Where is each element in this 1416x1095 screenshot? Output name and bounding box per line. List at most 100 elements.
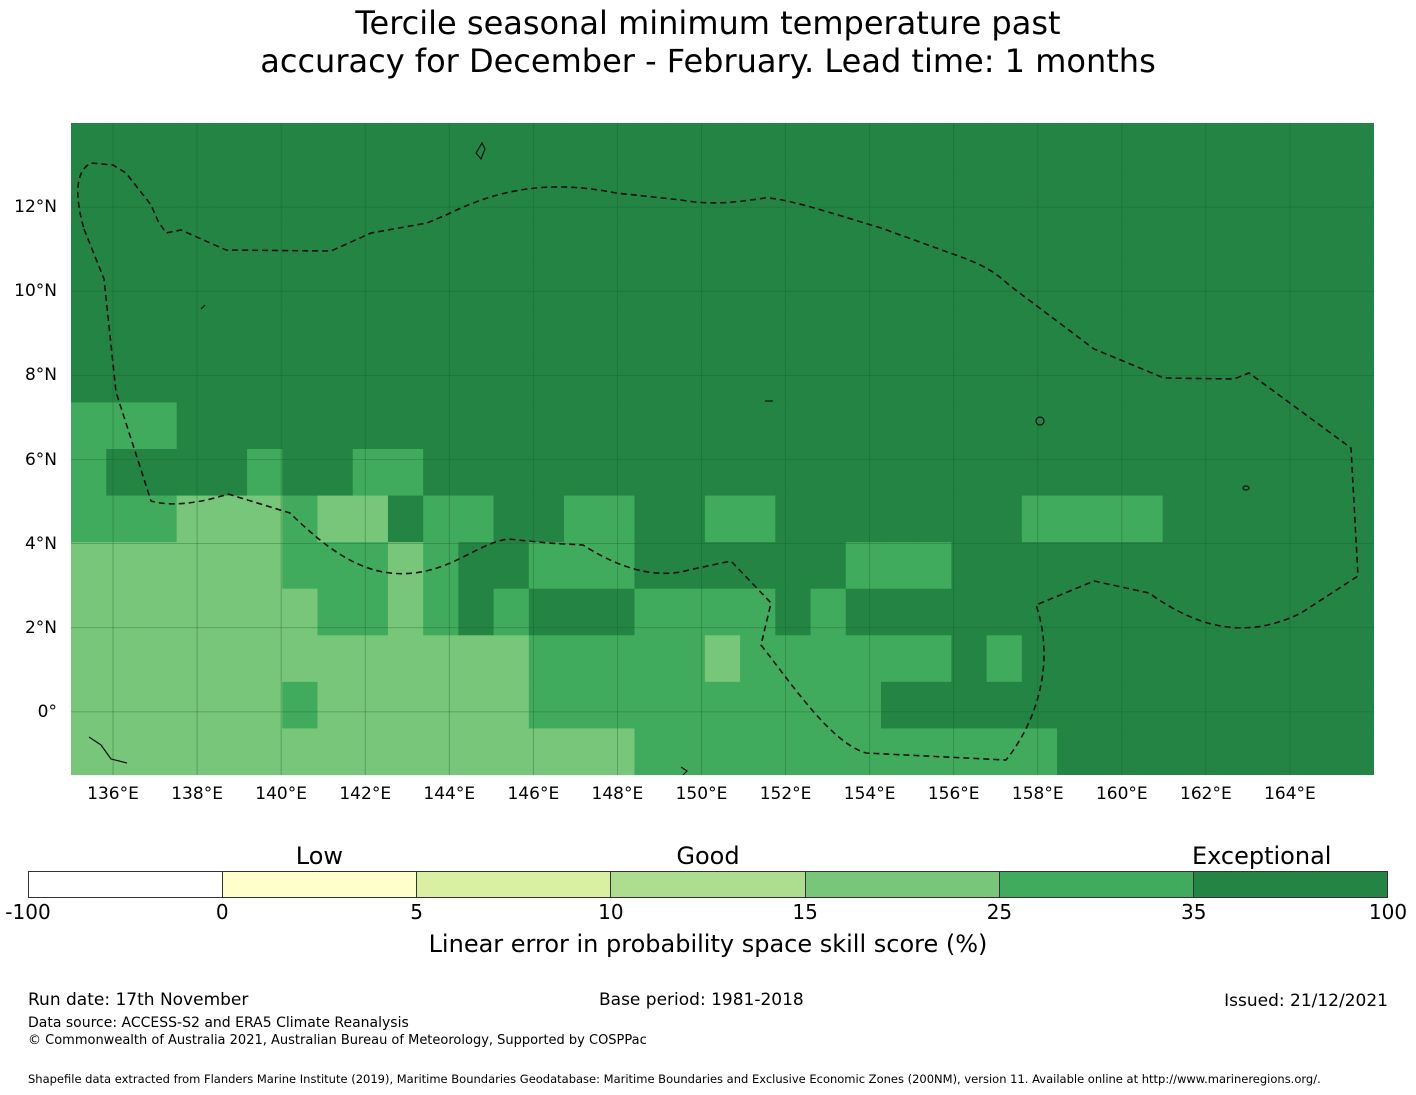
grid-cell [704, 449, 741, 497]
longitude-tick-label: 136°E [87, 784, 139, 804]
grid-cell [282, 728, 319, 775]
grid-cell [1268, 169, 1305, 217]
grid-cell [1127, 635, 1164, 683]
grid-cell [1268, 495, 1305, 543]
grid-cell [458, 355, 495, 404]
grid-cell [1092, 588, 1129, 636]
grid-cell [282, 449, 319, 497]
grid-cell [1303, 123, 1340, 171]
grid-cell [810, 495, 847, 543]
grid-cell [1338, 262, 1374, 310]
grid-cell [352, 169, 389, 217]
grid-cell [387, 728, 424, 775]
grid-cell [986, 309, 1023, 357]
grid-cell [352, 216, 389, 264]
longitude-tick-label: 158°E [1011, 784, 1064, 804]
grid-cell [564, 681, 600, 730]
grid-cell [1303, 216, 1340, 264]
grid-cell [247, 309, 283, 357]
grid-cell [1233, 309, 1269, 357]
grid-cell [176, 728, 213, 775]
longitude-tick-label: 162°E [1180, 784, 1232, 804]
grid-cell [1092, 495, 1129, 543]
latitude-tick-label: 8°N [24, 365, 57, 386]
grid-cell [845, 635, 882, 683]
grid-cell [704, 216, 741, 264]
colorbar [28, 871, 1388, 898]
grid-cell [493, 355, 530, 404]
grid-cell [1268, 449, 1305, 497]
grid-cell [247, 449, 283, 497]
grid-cell [634, 728, 671, 775]
grid-cell [845, 588, 882, 636]
grid-cell [986, 588, 1023, 636]
grid-cell [1127, 402, 1164, 450]
grid-cell [1092, 449, 1129, 497]
grid-cell [916, 402, 953, 450]
grid-cell [387, 169, 424, 217]
grid-cell [71, 542, 107, 590]
grid-cell [740, 635, 776, 683]
grid-cell [1233, 262, 1269, 310]
grid-cell [176, 262, 213, 310]
grid-cell [71, 728, 107, 775]
grid-cell [1268, 588, 1305, 636]
grid-cell [493, 216, 530, 264]
grid-cell [810, 681, 847, 730]
grid-cell [1127, 681, 1164, 730]
grid-cell [528, 449, 565, 497]
grid-cell [387, 542, 424, 590]
grid-cell [423, 588, 459, 636]
grid-cell [880, 449, 917, 497]
run-date: Run date: 17th November [28, 990, 249, 1010]
grid-cell [423, 309, 459, 357]
grid-cell [1127, 123, 1164, 171]
colorbar-segment [805, 872, 1000, 897]
grid-cell [1092, 123, 1129, 171]
colorbar-segment [999, 872, 1194, 897]
grid-cell [458, 449, 495, 497]
grid-cell [775, 402, 812, 450]
grid-cell [880, 402, 917, 450]
grid-cell [211, 588, 248, 636]
grid-cell [599, 355, 636, 404]
grid-cell [106, 681, 143, 730]
longitude-tick-label: 160°E [1095, 784, 1148, 804]
island-chuuk [1035, 416, 1045, 426]
grid-cell [176, 216, 213, 264]
grid-cell [1338, 728, 1374, 775]
grid-cell [1338, 309, 1374, 357]
grid-cell [1268, 123, 1305, 171]
grid-cell [423, 449, 459, 497]
grid-cell [986, 169, 1023, 217]
grid-cell [1127, 216, 1164, 264]
grid-cell [317, 402, 354, 450]
colorbar-tick-label: 100 [1368, 900, 1408, 924]
grid-cell [599, 169, 636, 217]
grid-cell [458, 262, 495, 310]
grid-cell [141, 123, 178, 171]
grid-cell [1268, 216, 1305, 264]
grid-cell [106, 635, 143, 683]
grid-cell [775, 355, 812, 404]
grid-cell [1127, 169, 1164, 217]
island-palau [88, 736, 128, 764]
grid-cell [317, 588, 354, 636]
grid-cell [1303, 495, 1340, 543]
grid-cell [352, 728, 389, 775]
grid-cell [951, 449, 988, 497]
latitude-tick-label: 0° [37, 701, 57, 722]
grid-cell [916, 635, 953, 683]
latitude-tick-label: 4°N [24, 533, 57, 554]
grid-cell [845, 542, 882, 590]
grid-cell [176, 402, 213, 450]
grid-cell [317, 542, 354, 590]
grid-cell [810, 402, 847, 450]
grid-cell [1338, 495, 1374, 543]
grid-cell [141, 542, 178, 590]
grid-cell [740, 169, 776, 217]
grid-cell [634, 262, 671, 310]
grid-cell [211, 402, 248, 450]
grid-cell [1233, 588, 1269, 636]
grid-cell [528, 123, 565, 171]
